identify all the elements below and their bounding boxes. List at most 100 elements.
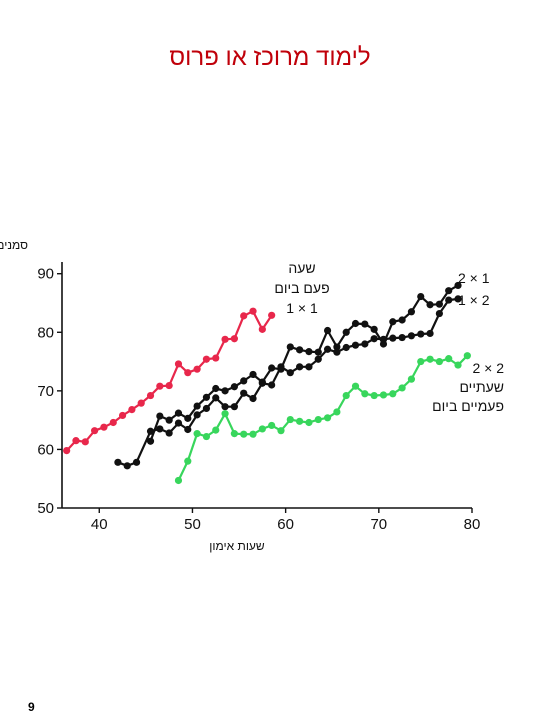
y-axis-title: סמנים לדקה [0,238,28,252]
legend-label: פעמיים ביום [432,398,504,414]
data-point [361,320,369,328]
data-point [454,295,462,303]
y-tick-label: 90 [37,266,54,283]
data-point [407,308,416,316]
legend-label: שעתיים [459,379,504,395]
data-point [156,382,164,390]
data-point [342,328,350,336]
data-point [132,458,141,466]
data-point [445,296,453,304]
data-point [268,421,276,430]
legend-label: פעם ביום [274,280,329,296]
x-tick-label: 70 [370,516,387,533]
data-point [407,375,416,383]
data-point [351,341,360,349]
data-point [230,335,238,343]
data-point [370,335,378,343]
data-point [249,394,257,403]
data-point [445,355,453,363]
x-tick-label: 40 [91,516,108,533]
data-point [426,355,434,363]
data-point [361,390,369,398]
y-tick-label: 80 [37,324,54,341]
data-point [314,415,322,424]
data-point [212,384,220,393]
legend-layer: שעה פעם ביום 1 × 1 2 × 1 1 × 2 2 × 2 שעתיים פעמ… [274,260,504,414]
data-point [156,412,164,420]
data-point [323,345,332,353]
data-point [398,316,406,324]
data-point [240,377,248,385]
data-point [174,360,183,368]
data-point [333,408,341,416]
data-point [174,419,183,427]
data-point [63,447,71,455]
data-point [202,393,211,401]
data-point [212,394,220,402]
data-point [230,403,238,411]
data-point [435,309,443,318]
data-point [286,369,294,377]
data-point [137,399,145,407]
data-point [463,352,471,360]
data-point [212,354,220,362]
data-point [389,390,397,398]
data-point [118,411,127,420]
data-point [370,391,378,400]
data-point [230,430,238,438]
series-3 [114,295,462,470]
data-point [258,325,266,333]
data-point [258,379,266,387]
legend-label: שעה [288,260,315,276]
data-point [389,334,397,342]
data-point [398,384,406,392]
data-point [435,357,443,366]
data-point [221,387,229,395]
data-point [240,430,248,438]
x-tick-label: 50 [184,516,201,533]
data-point [286,415,294,424]
data-point [296,346,304,354]
data-point [165,381,173,390]
data-point [165,416,173,424]
slide-title: לימוד מרוכז או פרוס [169,44,371,71]
data-point [351,319,360,328]
x-axis-title: שעות אימון [209,539,265,553]
data-point [193,430,201,438]
data-point [109,418,117,427]
data-point [193,411,201,419]
data-point [398,333,406,342]
data-point [389,318,397,326]
data-point [240,389,248,397]
data-point [296,363,304,371]
series-2 [146,281,462,445]
data-point [268,364,276,372]
data-point [379,335,388,343]
data-point [202,355,211,363]
data-point [370,325,378,333]
series-1 [63,307,276,455]
data-point [305,363,313,371]
x-tick-label: 60 [277,516,294,533]
data-point [165,429,173,437]
data-point [268,311,276,319]
series-line [177,354,469,481]
data-point [417,330,425,338]
series-4 [174,352,471,485]
data-point [249,430,257,438]
data-point [240,312,248,320]
legend-label: 2 × 2 [472,360,504,376]
data-point [184,369,192,377]
y-tick-label: 50 [37,500,54,517]
data-point [123,462,131,470]
data-point [379,391,388,399]
data-point [323,326,332,335]
data-point [314,348,322,356]
data-point [72,437,80,445]
data-point [193,402,201,410]
data-point [91,427,99,435]
data-point [417,292,425,301]
data-point [184,457,192,465]
data-point [426,301,434,309]
data-point [314,355,322,363]
